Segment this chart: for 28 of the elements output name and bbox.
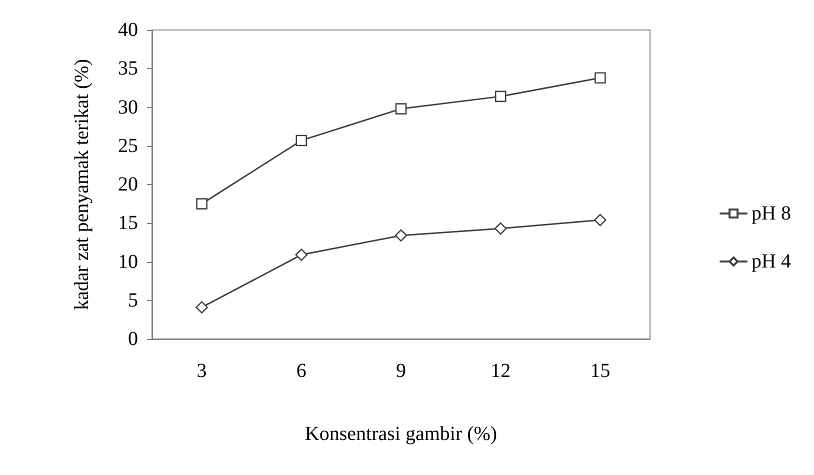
x-tick-label: 15 (590, 360, 610, 382)
point (494, 222, 507, 235)
point (196, 198, 208, 210)
point (494, 90, 506, 102)
point (395, 103, 407, 114)
y-tick-label: 15 (118, 212, 138, 234)
y-tick-label: 25 (118, 134, 138, 157)
point (196, 301, 208, 314)
x-axis-title: Konsentrasi gambir (%) (304, 423, 498, 445)
y-tick-label: 0 (128, 328, 138, 350)
point (594, 214, 606, 226)
point (295, 248, 308, 261)
y-tick-label: 35 (118, 58, 138, 80)
y-tick-label: 20 (118, 174, 138, 196)
x-tick-label: 3 (196, 360, 207, 382)
legend-label: pH 4 (752, 250, 792, 272)
point (394, 229, 408, 242)
legend-label: pH 8 (752, 202, 792, 224)
x-tick-label: 9 (396, 360, 406, 382)
x-tick-label: 12 (490, 360, 511, 382)
point (296, 134, 308, 146)
y-tick-label: 5 (128, 289, 138, 312)
point (594, 72, 606, 84)
y-tick-label: 10 (118, 250, 138, 273)
y-tick-label: 40 (118, 19, 138, 41)
y-axis-title: kadar zat penyamak terikat (%) (71, 59, 93, 310)
y-tick-label: 30 (118, 96, 138, 118)
x-tick-label: 6 (296, 360, 306, 382)
